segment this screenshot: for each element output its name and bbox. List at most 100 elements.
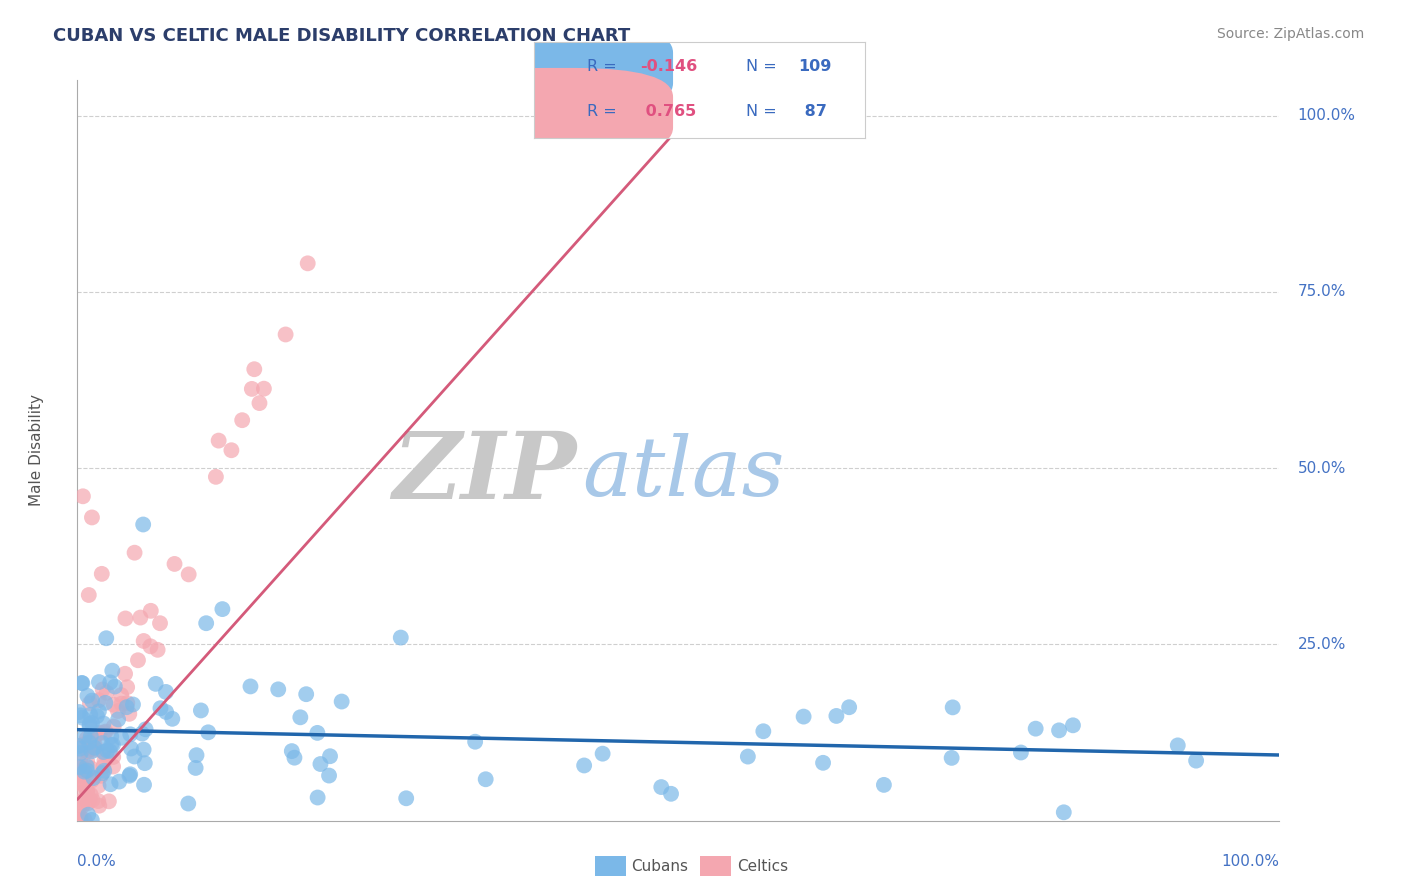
Text: Cubans: Cubans	[631, 859, 689, 873]
Point	[134, 756, 156, 771]
Point	[76, 754, 98, 768]
Point	[132, 517, 155, 532]
Point	[77, 734, 100, 748]
Point	[1185, 754, 1208, 768]
Point	[177, 567, 200, 582]
Point	[67, 769, 90, 783]
Point	[208, 434, 231, 448]
FancyBboxPatch shape	[446, 23, 673, 112]
Text: Celtics: Celtics	[737, 859, 787, 873]
Point	[76, 784, 98, 798]
Point	[82, 771, 104, 785]
Point	[98, 675, 121, 690]
Point	[87, 704, 110, 718]
Text: 109: 109	[799, 60, 832, 74]
Point	[205, 470, 228, 484]
Point	[79, 719, 101, 733]
Point	[66, 795, 89, 809]
Point	[103, 698, 125, 712]
Point	[122, 698, 145, 712]
Point	[129, 610, 152, 624]
Point	[90, 769, 112, 783]
Point	[98, 744, 121, 758]
Point	[274, 327, 297, 342]
Point	[793, 709, 815, 723]
Point	[149, 616, 172, 631]
Point	[873, 778, 896, 792]
Text: Male Disability: Male Disability	[28, 394, 44, 507]
Point	[389, 631, 412, 645]
Point	[100, 738, 122, 752]
Point	[120, 741, 142, 756]
Point	[118, 769, 141, 783]
Point	[330, 694, 353, 708]
Point	[80, 693, 103, 707]
Point	[297, 256, 319, 270]
Point	[283, 750, 305, 764]
Point	[825, 709, 848, 723]
Point	[132, 634, 155, 648]
Point	[1025, 722, 1047, 736]
Point	[127, 653, 149, 667]
Point	[76, 759, 98, 773]
Point	[76, 764, 98, 778]
Point	[103, 719, 125, 733]
Point	[145, 677, 167, 691]
Text: -0.146: -0.146	[640, 60, 697, 74]
Point	[195, 616, 218, 631]
Point	[155, 705, 177, 719]
Point	[149, 701, 172, 715]
Point	[162, 712, 184, 726]
Point	[572, 758, 595, 772]
Point	[93, 754, 115, 768]
Text: R =: R =	[588, 60, 621, 74]
Point	[94, 724, 117, 739]
Point	[93, 725, 115, 739]
Point	[67, 801, 90, 815]
Point	[76, 784, 98, 798]
Point	[70, 764, 93, 778]
Text: CUBAN VS CELTIC MALE DISABILITY CORRELATION CHART: CUBAN VS CELTIC MALE DISABILITY CORRELAT…	[53, 27, 631, 45]
Point	[80, 773, 103, 788]
Point	[69, 813, 91, 827]
Point	[69, 760, 91, 774]
Point	[91, 682, 114, 697]
Point	[110, 697, 132, 711]
Text: N =: N =	[745, 60, 782, 74]
Text: R =: R =	[588, 103, 621, 119]
Point	[80, 742, 103, 756]
Point	[132, 778, 155, 792]
Point	[87, 779, 110, 793]
Point	[177, 797, 200, 811]
Point	[80, 788, 103, 802]
Point	[67, 739, 90, 753]
Point	[240, 382, 263, 396]
Point	[100, 730, 122, 744]
Point	[94, 696, 117, 710]
Point	[118, 706, 141, 721]
Point	[811, 756, 834, 770]
Point	[115, 680, 138, 694]
Point	[93, 716, 115, 731]
Point	[80, 716, 103, 731]
Point	[307, 726, 329, 740]
Text: 100.0%: 100.0%	[1222, 854, 1279, 869]
Point	[80, 510, 103, 524]
Text: 50.0%: 50.0%	[1298, 460, 1346, 475]
Point	[70, 799, 93, 814]
Point	[87, 675, 110, 690]
Point	[120, 767, 142, 781]
Point	[139, 604, 162, 618]
Point	[197, 725, 219, 739]
Point	[89, 798, 111, 813]
Text: N =: N =	[745, 103, 782, 119]
Point	[114, 611, 136, 625]
Text: 0.765: 0.765	[640, 103, 696, 119]
Point	[307, 790, 329, 805]
Point	[124, 749, 146, 764]
Point	[87, 693, 110, 707]
Text: Source: ZipAtlas.com: Source: ZipAtlas.com	[1216, 27, 1364, 41]
Point	[838, 700, 860, 714]
Point	[76, 731, 98, 746]
Point	[73, 730, 96, 744]
